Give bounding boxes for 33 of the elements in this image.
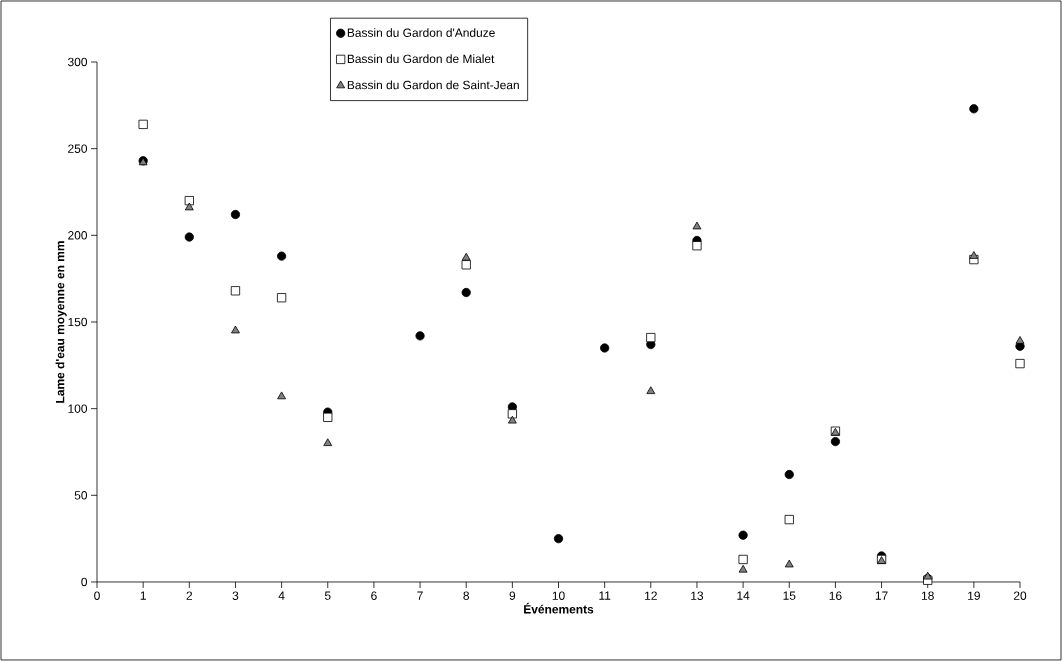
x-tick-label: 18 — [921, 591, 934, 600]
x-tick-label: 5 — [324, 591, 331, 600]
x-tick-label: 3 — [232, 591, 239, 600]
y-tick-label: 0 — [81, 577, 88, 587]
x-tick-label: 1 — [140, 591, 146, 600]
y-tick-label: 250 — [68, 144, 88, 153]
legend-label: Bassin du Gardon de Mialet — [347, 54, 495, 64]
x-tick-label: 6 — [371, 591, 377, 600]
x-tick-label: 9 — [509, 591, 516, 600]
x-axis-title: Événements — [524, 602, 594, 614]
x-tick-label: 0 — [94, 591, 100, 600]
x-tick-label: 2 — [186, 591, 193, 600]
y-tick-label: 300 — [68, 57, 88, 67]
x-tick-label: 17 — [875, 591, 888, 600]
x-tick-label: 15 — [783, 591, 796, 600]
x-tick-label: 16 — [829, 591, 842, 600]
x-tick-label: 8 — [463, 591, 470, 600]
x-tick-label: 7 — [417, 591, 423, 600]
x-tick-label: 20 — [1013, 591, 1027, 600]
y-tick-label: 50 — [74, 491, 88, 500]
x-tick-label: 14 — [737, 591, 750, 600]
y-tick-label: 150 — [68, 317, 88, 327]
x-tick-label: 10 — [552, 591, 565, 600]
y-axis-title: Lame d'eau moyenne en mm — [55, 241, 67, 403]
x-tick-label: 4 — [278, 591, 285, 600]
x-tick-label: 12 — [645, 591, 657, 600]
x-tick-label: 11 — [599, 591, 611, 600]
y-tick-label: 200 — [68, 231, 88, 240]
x-tick-label: 19 — [968, 591, 980, 600]
x-tick-label: 13 — [691, 591, 704, 600]
legend-label: Bassin du Gardon d'Anduze — [347, 28, 495, 37]
y-tick-label: 100 — [68, 404, 88, 413]
legend-label: Bassin du Gardon de Saint-Jean — [347, 80, 519, 90]
